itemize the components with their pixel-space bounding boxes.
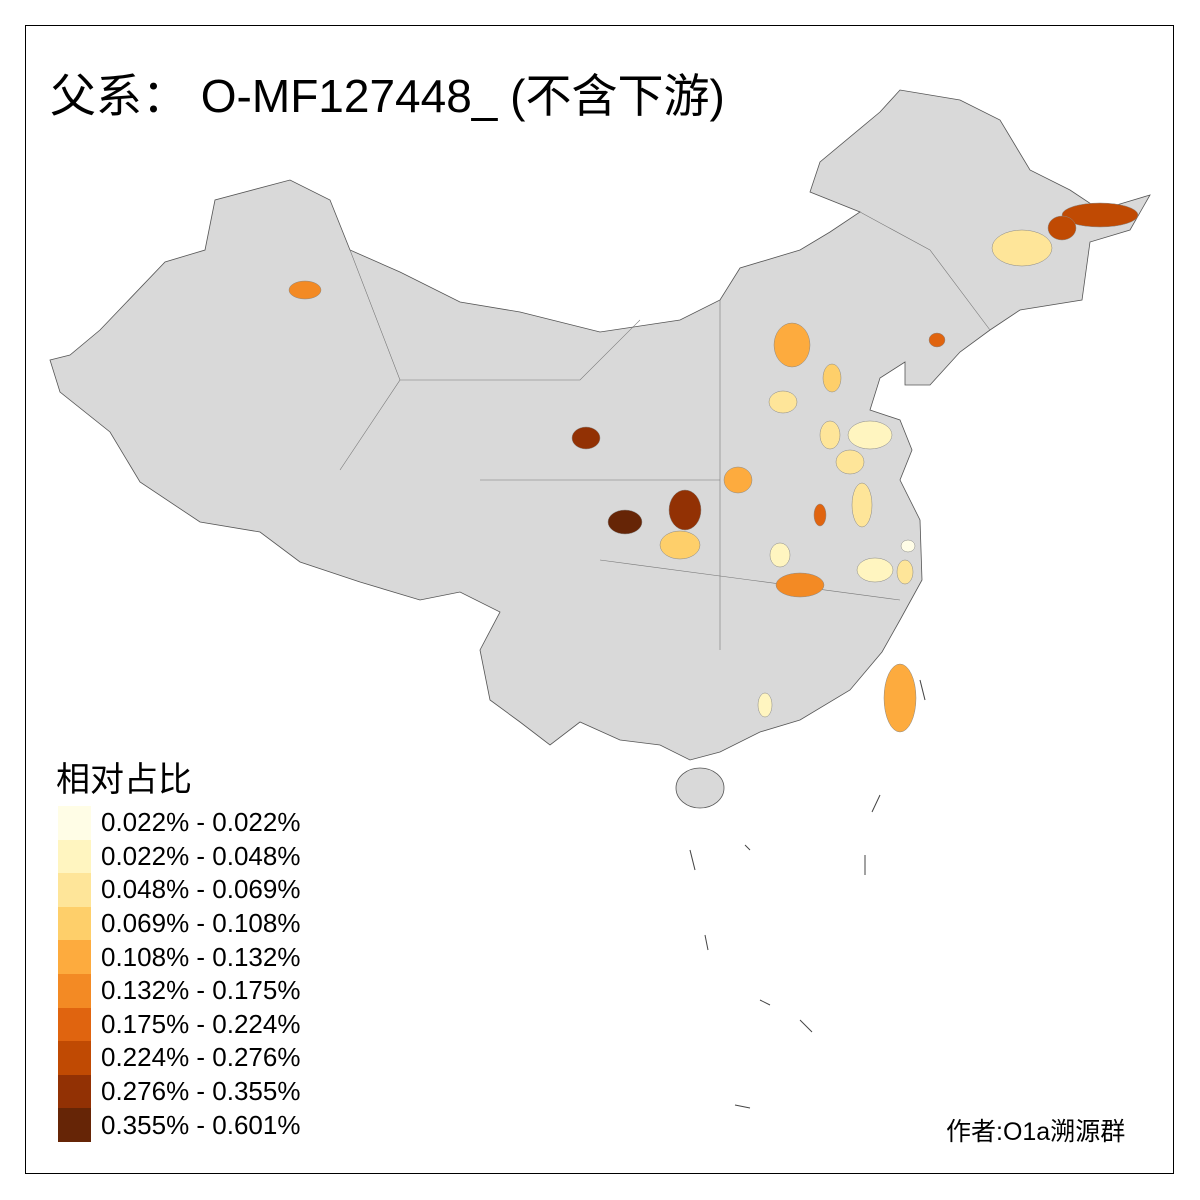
legend-label: 0.132% - 0.175% [101,975,301,1006]
legend-label: 0.022% - 0.048% [101,840,301,871]
legend-item: 0.069% - 0.108% [58,906,301,941]
legend-item: 0.276% - 0.355% [58,1074,301,1109]
legend-item: 0.175% - 0.224% [58,1007,301,1042]
legend-swatch [58,1108,91,1142]
legend-item: 0.355% - 0.601% [58,1108,300,1142]
legend-label: 0.069% - 0.108% [101,908,301,939]
legend-label: 0.355% - 0.601% [101,1109,301,1140]
legend-swatch [58,1007,91,1042]
region-highlight [900,539,916,553]
map-frame [25,25,1174,1174]
legend-label: 0.175% - 0.224% [101,1008,301,1039]
china-landmass [49,89,1151,761]
region-highlight [773,322,811,368]
legend-swatch [58,873,91,907]
region-highlight [668,489,702,531]
hainan-island [675,767,725,809]
island-mark [799,1019,813,1033]
region-highlight [288,280,322,300]
province-boundary [599,559,901,601]
legend-item: 0.048% - 0.069% [58,873,300,907]
island-mark [871,794,881,813]
region-highlight [607,509,643,535]
legend-item: 0.224% - 0.276% [58,1041,300,1075]
legend-label: 0.276% - 0.355% [101,1076,301,1107]
legend-item: 0.022% - 0.022% [58,806,300,840]
map-title: 父系： O-MF127448_ (不含下游) [50,70,725,122]
region-highlight [835,449,865,475]
region-highlight [847,420,893,450]
legend-label: 0.224% - 0.276% [101,1042,301,1073]
legend-swatch [58,1074,91,1109]
island-mark [759,999,771,1006]
legend-swatch [58,906,91,941]
region-highlight [856,557,894,583]
legend-item: 0.022% - 0.048% [58,839,301,874]
island-mark [704,934,709,951]
legend: 0.022% - 0.022% 0.022% - 0.048% 0.048% - 0… [58,806,300,1142]
legend-swatch [58,940,91,974]
legend-swatch [58,1041,91,1075]
island-mark [919,679,926,701]
region-highlight [819,420,841,450]
legend-swatch [58,839,91,874]
province-boundary [859,211,991,331]
legend-item: 0.108% - 0.132% [58,940,300,974]
region-highlight [813,503,827,527]
region-highlight [571,426,601,450]
island-mark [734,1104,751,1109]
region-highlight [822,363,842,393]
island-mark [744,844,751,851]
region-highlight [775,572,825,598]
legend-label: 0.108% - 0.132% [101,941,301,972]
region-highlight [769,542,791,568]
region-highlight [851,482,873,528]
legend-item: 0.132% - 0.175% [58,973,301,1008]
legend-title: 相对占比 [56,761,192,799]
province-boundary [400,319,641,381]
legend-swatch [58,806,91,840]
region-highlight [757,692,773,718]
island-mark [689,849,696,871]
region-highlight [1047,215,1077,241]
region-highlight [768,390,798,414]
author-credit: 作者:O1a溯源群 [946,1118,1126,1146]
region-highlight [896,559,914,585]
legend-label: 0.048% - 0.069% [101,874,301,905]
region-highlight [928,332,946,348]
legend-label: 0.022% - 0.022% [101,807,301,838]
region-highlight [991,229,1053,267]
legend-swatch [58,973,91,1008]
region-highlight [723,466,753,494]
region-highlight [883,663,917,733]
region-highlight [1061,202,1139,228]
region-highlight [659,530,701,560]
